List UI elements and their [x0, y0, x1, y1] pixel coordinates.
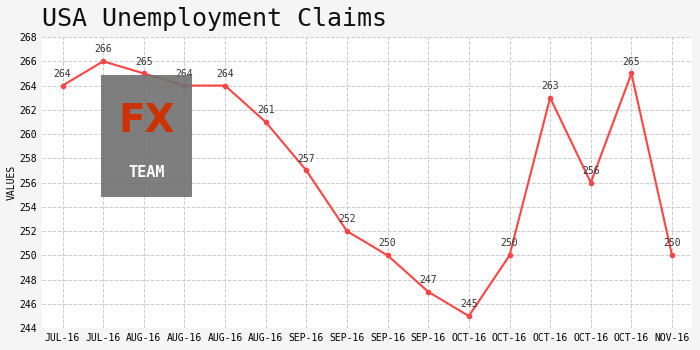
- Text: 245: 245: [460, 299, 477, 309]
- Text: 247: 247: [419, 275, 437, 285]
- FancyBboxPatch shape: [101, 75, 192, 197]
- Text: USA Unemployment Claims: USA Unemployment Claims: [42, 7, 387, 31]
- Text: 261: 261: [257, 105, 274, 115]
- Text: 266: 266: [94, 44, 112, 54]
- Y-axis label: VALUES: VALUES: [7, 165, 17, 200]
- Text: 264: 264: [176, 69, 193, 79]
- Text: FX: FX: [118, 102, 174, 140]
- Text: 264: 264: [216, 69, 234, 79]
- Text: TEAM: TEAM: [128, 165, 164, 180]
- Text: 250: 250: [379, 238, 396, 248]
- Text: 265: 265: [135, 56, 153, 66]
- Text: 250: 250: [500, 238, 518, 248]
- Text: 265: 265: [622, 56, 640, 66]
- Text: 263: 263: [541, 81, 559, 91]
- Text: 264: 264: [54, 69, 71, 79]
- Text: 250: 250: [664, 238, 681, 248]
- Text: 256: 256: [582, 166, 600, 176]
- Text: 257: 257: [298, 154, 315, 163]
- Text: 252: 252: [338, 214, 356, 224]
